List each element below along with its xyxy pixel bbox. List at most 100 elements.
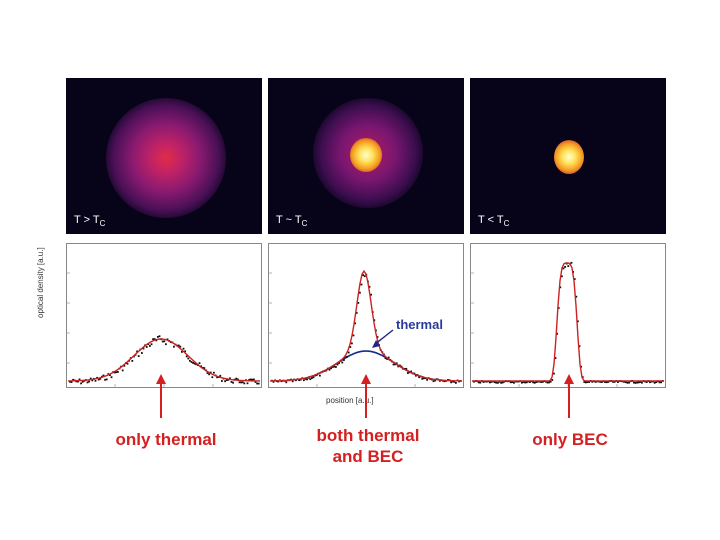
data-point [256,382,258,385]
caption-bec: only BEC [532,430,608,449]
data-point [360,283,363,286]
data-point [110,376,113,379]
data-point [636,381,638,384]
data-point [501,381,504,384]
data-point [203,367,206,369]
data-point [541,381,544,383]
data-point [81,380,84,383]
data-point [189,359,191,362]
thermal-pointer-head [372,340,380,348]
data-point [626,381,629,384]
data-point [80,382,82,385]
data-point [97,378,100,381]
data-point [554,357,557,359]
data-point [257,382,260,385]
data-point [601,381,603,383]
condition-label: T < TC [478,213,510,228]
profile-plot-bec [470,243,666,388]
data-point [368,285,371,288]
profile-svg [66,243,262,388]
data-point [641,381,643,384]
data-point [359,291,361,294]
data-point [319,374,321,377]
data-point [399,364,401,367]
data-point [338,362,340,364]
data-point [192,362,194,364]
profile-svg [470,243,666,388]
red-arrow-1 [156,374,166,418]
absorption-image-bec: T < TC [470,78,666,234]
data-point [489,381,491,384]
data-point [634,382,637,384]
data-point [551,379,554,381]
data-point [497,381,499,384]
data-point [549,380,552,383]
data-point [612,381,614,383]
data-point [559,286,562,289]
data-point [490,381,493,383]
data-point [336,363,339,366]
data-point [126,362,129,365]
bec-peak [554,140,584,174]
data-point [272,380,275,383]
data-point [578,345,581,348]
profile-svg: thermal [268,243,464,388]
data-point [166,338,169,341]
data-point [206,372,209,374]
data-point [104,378,106,381]
x-axis-label: position [a.u.] [326,396,374,405]
data-point [158,335,161,338]
data-point [503,380,506,383]
data-point [625,381,627,384]
data-point [557,307,560,309]
data-point [229,377,231,380]
data-point [418,376,420,379]
data-point [407,372,409,374]
data-point [102,374,105,377]
data-point [78,378,81,381]
data-point [649,381,651,384]
data-point [482,381,485,383]
data-point [277,380,280,383]
red-arrow-2 [361,374,371,418]
data-point [498,380,501,383]
data-point [209,371,212,374]
data-point [522,381,525,383]
data-point [613,380,616,383]
data-point [211,376,214,379]
data-point [588,381,590,383]
data-point [248,379,250,381]
data-point [575,295,578,298]
data-point [253,378,255,381]
data-point [455,382,457,384]
data-point [473,380,475,383]
data-point [392,363,395,366]
data-point [585,381,587,384]
absorption-image-thermal: T > TC [66,78,262,234]
data-point [89,377,92,380]
data-point [173,345,175,348]
data-point [185,355,188,358]
data-point [306,378,308,381]
data-point [152,338,154,340]
data-point [605,381,608,384]
data-point [562,267,565,270]
data-point [443,380,446,383]
data-point [363,275,366,278]
data-point [545,380,547,383]
data-point [312,376,315,379]
data-point [131,360,134,362]
condition-label: T ~ TC [276,213,308,228]
data-point [548,381,550,384]
data-point [639,381,642,383]
data-point [387,356,390,359]
data-point [117,371,119,373]
data-point [72,378,74,381]
data-point [397,365,400,368]
data-point [344,356,347,359]
data-point [224,380,226,383]
data-point [91,379,94,382]
data-point [384,357,387,360]
data-point [513,381,515,384]
data-point [532,381,534,384]
